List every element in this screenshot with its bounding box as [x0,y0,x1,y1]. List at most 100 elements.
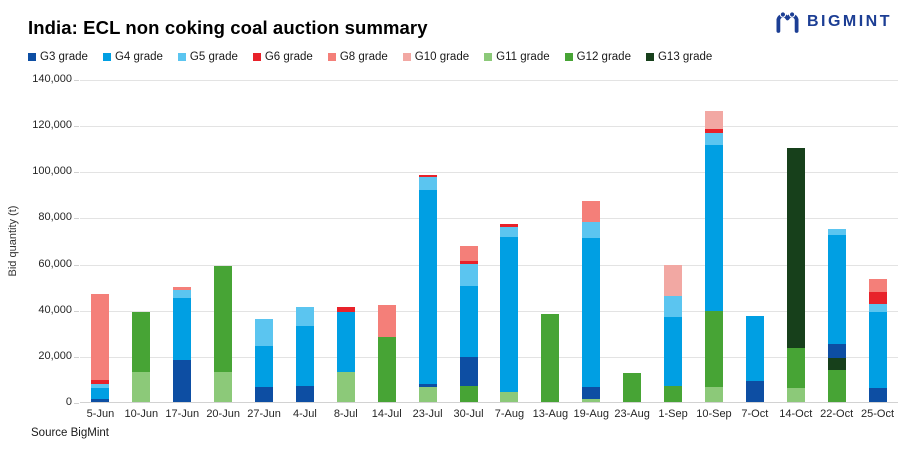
bar-segment-22-oct-g5 [827,229,846,235]
x-tick-label-19-aug: 19-Aug [573,408,609,420]
bar-segment-7-aug-g5 [500,226,519,238]
bar-segment-19-aug-g3 [582,387,601,399]
x-tick-label-5-jun: 5-Jun [86,408,115,420]
bar-segment-23-jul-g4 [418,189,437,384]
bar-segment-30-jul-g6 [459,261,478,264]
x-tick-label-30-jul: 30-Jul [453,408,484,420]
y-tick-mark [74,172,79,174]
legend-item-g13: G13 grade [645,51,712,63]
legend-item-g10: G10 grade [402,51,469,63]
y-tick-mark [74,356,79,358]
bar-22-oct [827,229,846,402]
bar-segment-30-jul-g3 [459,357,478,386]
bar-17-jun [173,286,192,402]
bar-segment-27-jun-g4 [255,345,274,388]
legend-item-g8: G8 grade [327,51,388,63]
bar-segment-27-jun-g3 [255,387,274,402]
bar-segment-17-jun-g4 [173,298,192,361]
bar-segment-10-sep-g4 [704,144,723,311]
bar-segment-17-jun-g5 [173,290,192,299]
bigmint-logo: BIGMINT [774,8,892,35]
bar-13-aug [541,314,560,402]
legend-swatch-g11 [484,53,493,61]
bar-segment-5-jun-g4 [91,388,110,399]
bar-segment-7-aug-g11 [500,391,519,402]
bar-23-aug [623,373,642,402]
bigmint-logo-text: BIGMINT [806,12,892,30]
x-tick-label-7-aug: 7-Aug [494,408,525,420]
bar-segment-1-sep-g4 [664,316,683,386]
bar-segment-5-jun-g5 [91,383,110,389]
gridline-80000 [80,218,898,220]
gridline-140000 [80,80,898,81]
bar-segment-7-aug-g4 [500,237,519,392]
bar-14-jul [377,305,396,402]
legend-swatch-g12 [564,53,573,61]
bar-segment-19-aug-g5 [582,222,601,239]
chart-legend: G3 grade G4 grade G5 grade G6 grade G8 grade… [28,51,712,63]
y-tick-label-60000: 60,000 [38,257,72,270]
legend-label: G6 grade [264,51,313,63]
bar-segment-22-oct-g4 [827,234,846,345]
bar-segment-4-jul-g4 [295,325,314,386]
bar-segment-13-aug-g12 [541,314,560,402]
bar-19-aug [582,201,601,402]
gridline-20000 [80,356,898,358]
x-tick-label-22-oct: 22-Oct [820,408,854,420]
bar-segment-14-oct-g12 [786,347,805,389]
bar-segment-4-jul-g3 [295,385,314,402]
bar-segment-30-jul-g5 [459,263,478,286]
y-tick-label-80000: 80,000 [38,211,72,224]
bar-segment-8-jul-g6 [336,307,355,313]
legend-label: G3 grade [40,51,88,63]
legend-swatch-g10 [402,53,411,61]
bar-segment-30-jul-g12 [459,385,478,402]
bar-segment-27-jun-g5 [255,318,274,346]
y-tick-mark [74,80,79,81]
bar-segment-1-sep-g10 [664,264,683,296]
bar-25-oct [868,278,887,402]
y-tick-label-0: 0 [65,396,72,408]
bar-segment-19-aug-g8 [582,201,601,223]
x-tick-label-8-jul: 8-Jul [333,408,358,420]
x-tick-label-14-oct: 14-Oct [779,408,813,420]
x-tick-label-20-jun: 20-Jun [206,408,240,420]
bar-segment-25-oct-g4 [868,312,887,389]
bar-7-aug [500,224,519,402]
bar-segment-1-sep-g5 [664,295,683,317]
y-tick-mark [74,126,79,128]
x-tick-label-4-jul: 4-Jul [293,408,317,420]
legend-swatch-g4 [102,53,111,61]
y-tick-label-40000: 40,000 [38,303,72,316]
bar-segment-14-jul-g8 [377,305,396,338]
bar-segment-4-jul-g5 [295,307,314,326]
bar-segment-10-sep-g12 [704,310,723,388]
legend-swatch-g13 [645,53,654,61]
x-tick-label-25-oct: 25-Oct [861,408,895,420]
bigmint-logo-icon [776,11,799,33]
bar-segment-19-aug-g11 [582,398,601,402]
bar-27-jun [255,318,274,402]
legend-label: G8 grade [339,51,388,63]
bar-5-jun [91,293,110,402]
legend-swatch-g3 [28,53,36,61]
legend-swatch-g6 [252,53,261,61]
x-tick-label-23-aug: 23-Aug [614,408,650,420]
bar-segment-10-sep-g6 [704,128,723,134]
gridline-120000 [80,126,898,128]
y-tick-mark [74,403,79,404]
legend-item-g4: G4 grade [102,51,163,63]
bar-segment-17-jun-g3 [173,360,192,402]
bar-segment-14-oct-g11 [786,388,805,402]
bar-segment-25-oct-g3 [868,388,887,402]
bar-segment-23-jul-g5 [418,177,437,190]
bar-segment-14-oct-g13 [786,148,805,348]
legend-label: G4 grade [114,51,163,63]
bar-4-jul [295,307,314,402]
bar-14-oct [786,148,805,402]
bar-10-jun [132,312,151,402]
y-tick-mark [74,264,79,266]
bar-10-sep [704,111,723,402]
legend-label: G5 grade [189,51,238,63]
source-note: Source BigMint [31,427,109,439]
